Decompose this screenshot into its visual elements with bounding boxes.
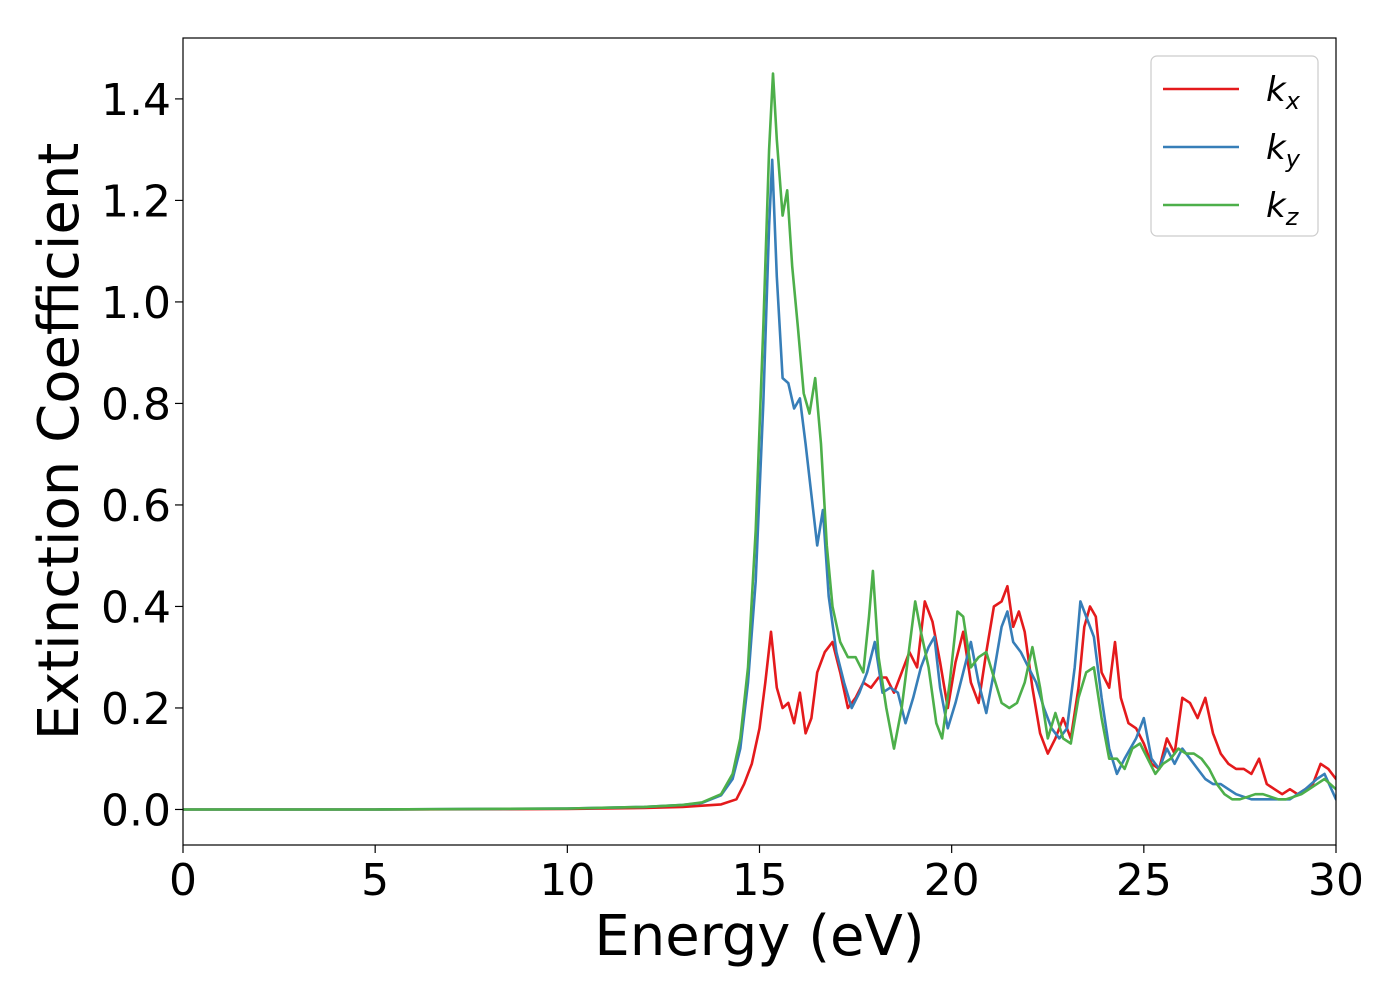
- x-tick-label: 10: [539, 855, 595, 906]
- x-tick-label: 25: [1116, 855, 1172, 906]
- x-tick-label: 0: [169, 855, 197, 906]
- series-line-z: [183, 72, 1336, 811]
- series-layer: [183, 72, 1336, 811]
- y-axis-title: Extinction Coefficient: [27, 143, 92, 741]
- y-tick-label: 1.0: [101, 278, 171, 329]
- series-line-x: [183, 584, 1336, 811]
- legend-label-z: kz: [1266, 186, 1300, 231]
- ticks-layer: 0 5 10 15 20 25 30 0.0 0.2 0.4 0.6 0.8 1.0 1.2 1.4: [101, 75, 1364, 906]
- x-tick-label: 5: [361, 855, 389, 906]
- y-tick-label: 0.2: [101, 684, 171, 735]
- y-tick-label: 0.4: [101, 582, 171, 633]
- y-tick-label: 0.8: [101, 379, 171, 430]
- y-tick-label: 0.6: [101, 481, 171, 532]
- legend-label-y: ky: [1266, 128, 1301, 173]
- legend: kx ky kz: [1150, 55, 1319, 237]
- y-tick-label: 1.4: [101, 75, 171, 126]
- y-tick-label: 1.2: [101, 176, 171, 227]
- x-tick-label: 30: [1308, 855, 1364, 906]
- series-line-y: [183, 158, 1336, 811]
- x-tick-label: 20: [924, 855, 980, 906]
- x-tick-label: 15: [732, 855, 788, 906]
- y-tick-label: 0.0: [101, 785, 171, 836]
- legend-label-x: kx: [1266, 70, 1301, 115]
- x-axis-title: Energy (eV): [594, 904, 924, 969]
